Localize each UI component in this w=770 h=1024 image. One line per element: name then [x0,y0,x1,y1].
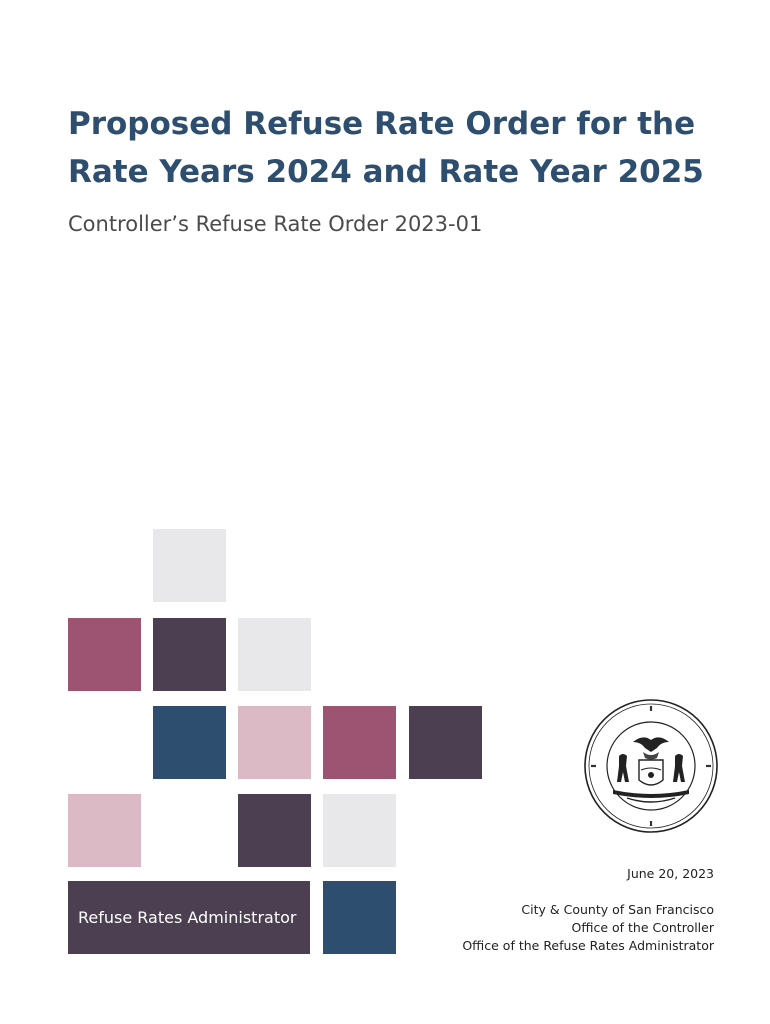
document-subtitle: Controller’s Refuse Rate Order 2023-01 [68,212,483,236]
mosaic-square [153,706,226,779]
title-line-2: Rate Years 2024 and Rate Year 2025 [68,154,704,190]
mosaic-square [238,794,311,867]
administrator-banner: Refuse Rates Administrator [68,881,310,954]
org-line: City & County of San Francisco [521,902,714,917]
mosaic-square [68,794,141,867]
mosaic-square [238,618,311,691]
city-seal-icon [584,699,718,833]
banner-label: Refuse Rates Administrator [78,908,297,927]
mosaic-square [323,706,396,779]
mosaic-square [323,881,396,954]
document-title: Proposed Refuse Rate Order for the Rate … [68,100,728,196]
mosaic-square [153,618,226,691]
mosaic-square [68,618,141,691]
org-line: Office of the Controller [571,920,714,935]
org-line: Office of the Refuse Rates Administrator [462,938,714,953]
mosaic-square [153,529,226,602]
mosaic-square [409,706,482,779]
organization-block: City & County of San Francisco Office of… [462,901,714,955]
mosaic-square [323,794,396,867]
title-line-1: Proposed Refuse Rate Order for the [68,106,696,142]
mosaic-square [238,706,311,779]
document-date: June 20, 2023 [627,866,714,881]
